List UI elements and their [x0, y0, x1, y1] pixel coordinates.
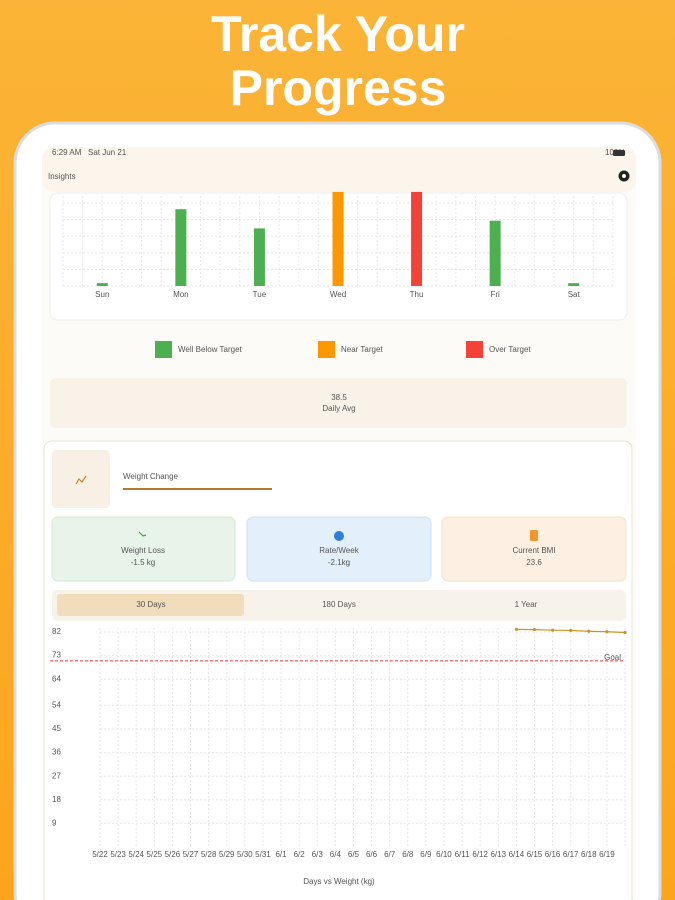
data-point: [605, 630, 609, 634]
weight-icon: [75, 475, 87, 485]
x-tick-label: 5/26: [165, 850, 181, 859]
headline: Progress: [230, 60, 447, 116]
active-tab: [57, 594, 244, 616]
x-tick-label: 5/27: [183, 850, 199, 859]
stat-value: -1.5 kg: [131, 558, 155, 567]
stat-label: Rate/Week: [319, 546, 359, 555]
stat-label: Weight Loss: [121, 546, 165, 555]
y-tick-label: 54: [52, 701, 61, 710]
app-title: Insights: [48, 172, 76, 181]
stat-label: Current BMI: [512, 546, 555, 555]
y-tick-label: 36: [52, 748, 61, 757]
legend-swatch: [155, 341, 172, 358]
legend-swatch: [318, 341, 335, 358]
x-tick-label: 5/23: [110, 850, 126, 859]
x-tick-label: 5/31: [255, 850, 271, 859]
legend-swatch: [466, 341, 483, 358]
x-tick-label: Sun: [95, 290, 109, 299]
bar: [411, 191, 423, 286]
legend-label: Well Below Target: [178, 345, 243, 354]
bar: [489, 220, 501, 286]
x-tick-label: Mon: [173, 290, 189, 299]
data-point: [569, 628, 573, 633]
x-tick-label: 6/1: [275, 850, 287, 859]
avg-value: 38.5: [331, 393, 347, 402]
stat-value: 23.6: [526, 558, 542, 567]
x-tick-label: 6/10: [436, 850, 452, 859]
tab[interactable]: 180 Days: [322, 600, 356, 609]
stat-card: [246, 516, 432, 582]
avg-label: Daily Avg: [322, 404, 355, 413]
y-tick-label: 27: [52, 771, 61, 780]
x-tick-label: 5/28: [201, 850, 217, 859]
x-tick-label: 5/25: [147, 850, 163, 859]
bar: [253, 228, 265, 286]
tab[interactable]: 1 Year: [515, 600, 538, 609]
y-tick-label: 9: [52, 819, 57, 828]
bar: [175, 209, 187, 286]
x-tick-label: 5/30: [237, 850, 253, 859]
bar: [96, 283, 108, 286]
x-tick-label: 6/17: [563, 850, 579, 859]
x-tick-label: 5/24: [128, 850, 144, 859]
legend-label: Near Target: [341, 345, 383, 354]
x-tick-label: Fri: [490, 290, 500, 299]
x-tick-label: 6/15: [527, 850, 543, 859]
x-tick-label: 5/22: [92, 850, 108, 859]
x-tick-label: 5/29: [219, 850, 235, 859]
bar: [568, 283, 580, 286]
battery-icon: [613, 150, 625, 156]
y-tick-label: 18: [52, 795, 61, 804]
x-tick-label: 6/16: [545, 850, 561, 859]
x-tick-label: 6/9: [420, 850, 432, 859]
x-tick-label: Sat: [568, 290, 581, 299]
data-point: [587, 629, 591, 633]
stat-value: -2.1kg: [328, 558, 350, 567]
stat-icon: [530, 530, 538, 541]
status-date: Sat Jun 21: [88, 148, 127, 157]
x-tick-label: 6/11: [455, 850, 471, 859]
legend-label: Over Target: [489, 345, 531, 354]
x-tick-label: 6/6: [366, 850, 378, 859]
x-tick-label: 6/12: [472, 850, 488, 859]
weight-card: [43, 440, 633, 900]
x-tick-label: Tue: [253, 290, 267, 299]
goal-label: Goal: [604, 653, 621, 662]
x-tick-label: 6/7: [384, 850, 396, 859]
y-tick-label: 45: [52, 724, 61, 733]
x-tick-label: 6/2: [294, 850, 306, 859]
x-tick-label: 6/4: [330, 850, 342, 859]
stat-icon: [334, 531, 344, 541]
x-tick-label: 6/13: [490, 850, 506, 859]
settings-icon[interactable]: [618, 170, 630, 182]
data-point: [514, 627, 518, 631]
weight-icon-box: [52, 450, 110, 508]
x-tick-label: 6/14: [509, 850, 525, 859]
x-tick-label: 6/3: [312, 850, 324, 859]
x-tick-label: 6/19: [599, 850, 615, 859]
data-point: [623, 630, 627, 635]
weight-title: Weight Change: [123, 472, 179, 481]
bar: [332, 191, 344, 286]
y-tick-label: 64: [52, 674, 61, 683]
data-point: [550, 628, 555, 632]
status-time: 6:29 AM: [52, 148, 82, 157]
x-tick-label: 6/18: [581, 850, 597, 859]
stat-card: [441, 516, 627, 582]
x-tick-label: Wed: [330, 290, 346, 299]
x-tick-label: 6/5: [348, 850, 360, 859]
stat-icon: [138, 531, 147, 537]
app-bar: [42, 147, 636, 192]
headline: Track Your: [211, 6, 465, 62]
avg-box: [50, 378, 627, 428]
tab[interactable]: 30 Days: [136, 600, 165, 609]
stat-card: [51, 516, 236, 582]
x-tick-label: 6/8: [402, 850, 414, 859]
x-tick-label: Thu: [410, 290, 424, 299]
y-tick-label: 73: [52, 651, 61, 660]
y-tick-label: 82: [52, 627, 61, 636]
data-point: [532, 628, 537, 632]
x-axis-label: Days vs Weight (kg): [303, 877, 375, 886]
